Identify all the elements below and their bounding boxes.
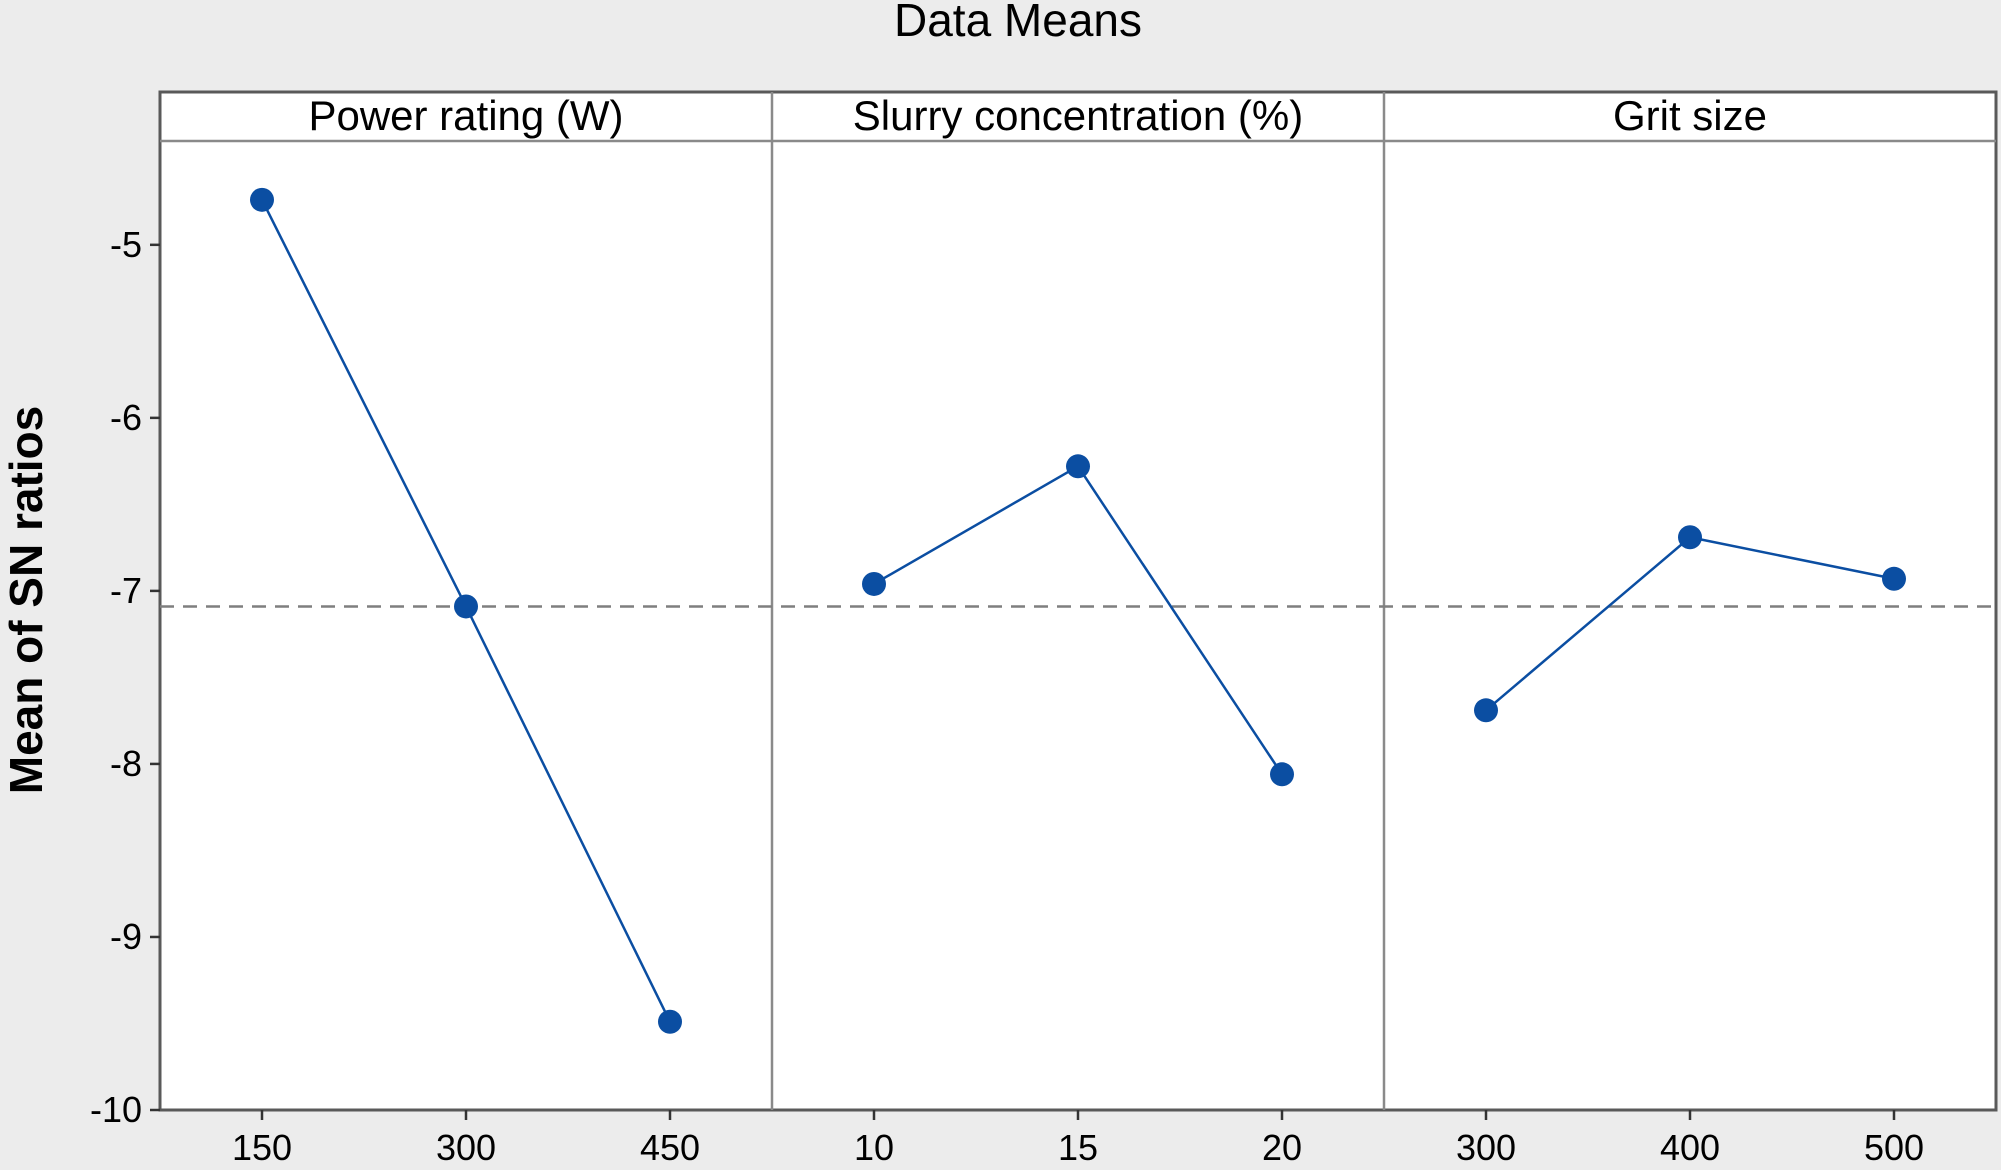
x-tick-label: 450 xyxy=(640,1127,700,1168)
data-point xyxy=(454,594,478,619)
data-point xyxy=(1066,454,1090,479)
y-tick-label: -5 xyxy=(110,224,142,265)
y-tick-label: -6 xyxy=(110,397,142,438)
data-point xyxy=(1882,566,1906,591)
data-point xyxy=(1270,762,1294,787)
panel-header: Power rating (W) xyxy=(308,92,623,139)
panel-header: Grit size xyxy=(1613,92,1767,139)
panel-header: Slurry concentration (%) xyxy=(853,92,1304,139)
x-tick-label: 400 xyxy=(1660,1127,1720,1168)
x-tick-label: 300 xyxy=(436,1127,496,1168)
chart-title: Data Means xyxy=(894,0,1142,46)
data-point xyxy=(1678,525,1702,550)
plot-frame xyxy=(158,90,1998,1112)
x-tick-label: 150 xyxy=(232,1127,292,1168)
y-tick-label: -7 xyxy=(110,570,142,611)
data-point xyxy=(658,1009,682,1034)
x-tick-label: 500 xyxy=(1864,1127,1924,1168)
y-tick-label: -10 xyxy=(90,1089,142,1130)
x-tick-label: 10 xyxy=(854,1127,894,1168)
y-tick-label: -9 xyxy=(110,916,142,957)
data-point xyxy=(1474,698,1498,723)
y-axis-label: Mean of SN ratios xyxy=(0,406,52,795)
x-tick-label: 20 xyxy=(1262,1127,1302,1168)
x-tick-label: 15 xyxy=(1058,1127,1098,1168)
data-point xyxy=(862,571,886,596)
data-point xyxy=(250,187,274,212)
x-tick-label: 300 xyxy=(1456,1127,1516,1168)
y-tick-label: -8 xyxy=(110,743,142,784)
plot-area: -5 -6 -7 -8 -9 -10 Power rating (W) 150 300 450 Sl… xyxy=(90,90,1998,1168)
